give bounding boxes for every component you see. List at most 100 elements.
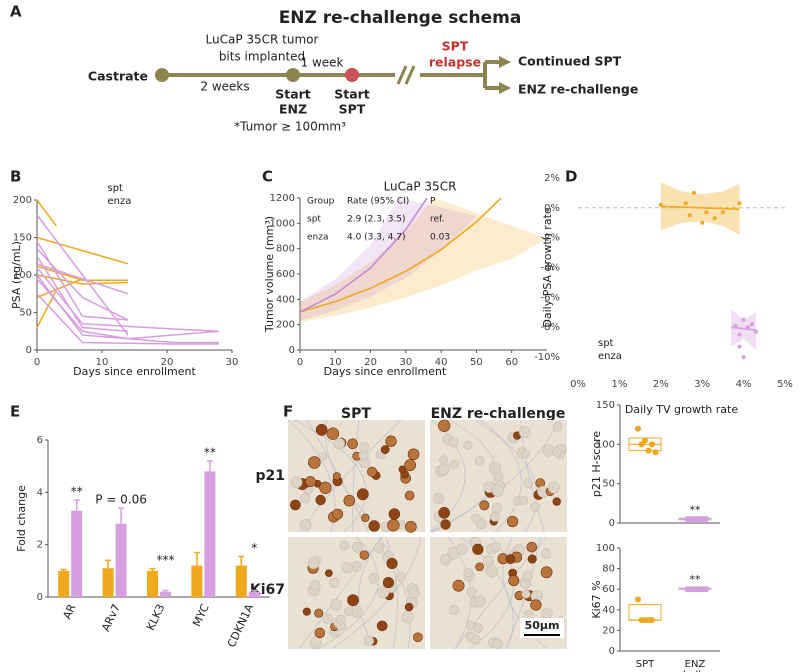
stroma bbox=[331, 536, 422, 650]
nucleus bbox=[482, 555, 495, 567]
data-point bbox=[704, 210, 709, 215]
nucleus bbox=[290, 476, 303, 489]
micrographs bbox=[287, 419, 567, 650]
nucleus bbox=[463, 440, 473, 450]
y-tick-label: 1200 bbox=[270, 193, 295, 204]
data-point bbox=[685, 516, 691, 522]
y-tick-label: 80 bbox=[602, 564, 615, 575]
x-axis-label: Days since enrollment bbox=[73, 365, 196, 378]
y-tick-label: 150 bbox=[596, 400, 615, 411]
nucleus bbox=[380, 445, 390, 454]
stroma bbox=[430, 419, 559, 533]
table-cell: enza bbox=[307, 233, 328, 243]
nucleus bbox=[351, 561, 362, 572]
y-tick-label: 0% bbox=[544, 203, 560, 214]
error-bar bbox=[238, 555, 245, 566]
data-point bbox=[635, 425, 641, 432]
nucleus bbox=[479, 500, 490, 511]
schema-label: ENZ bbox=[279, 102, 307, 117]
nucleus bbox=[368, 573, 379, 584]
nucleus bbox=[299, 519, 312, 531]
x-tick-label: 60 bbox=[505, 357, 518, 368]
nucleus bbox=[474, 455, 485, 466]
legend-entry: spt bbox=[108, 183, 124, 194]
data-point bbox=[658, 202, 663, 207]
significance: ** bbox=[71, 485, 83, 499]
data-line bbox=[36, 265, 128, 282]
data-line bbox=[36, 293, 219, 345]
legend-entry: enza bbox=[598, 351, 622, 362]
x-tick-label: ENZ bbox=[685, 659, 706, 670]
nucleus bbox=[373, 542, 385, 553]
nucleus bbox=[401, 611, 414, 624]
nucleus bbox=[471, 513, 481, 524]
error-bar bbox=[149, 567, 156, 571]
y-tick-label: 400 bbox=[276, 294, 295, 305]
schema-label: 2 weeks bbox=[200, 80, 249, 94]
data-point bbox=[652, 449, 659, 456]
stroma bbox=[352, 419, 360, 533]
column-header: SPT bbox=[341, 406, 371, 422]
data-point bbox=[733, 323, 738, 328]
x-tick-label: SPT bbox=[636, 659, 655, 670]
nucleus bbox=[343, 606, 354, 617]
growth-curve bbox=[300, 198, 428, 313]
nucleus bbox=[508, 575, 520, 587]
nucleus bbox=[404, 602, 414, 612]
nucleus bbox=[440, 519, 451, 530]
nucleus bbox=[332, 508, 344, 520]
data-line bbox=[36, 240, 129, 321]
data-point bbox=[688, 586, 695, 592]
data-point bbox=[702, 586, 709, 592]
data-line bbox=[36, 278, 220, 340]
y-tick-label: 1000 bbox=[270, 218, 295, 229]
nucleus bbox=[518, 426, 531, 439]
y-axis-label: p21 H-score bbox=[590, 431, 603, 498]
nucleus bbox=[506, 515, 519, 528]
nucleus bbox=[308, 456, 321, 469]
x-tick-label: 3% bbox=[694, 379, 710, 390]
data-point bbox=[692, 516, 698, 522]
nucleus bbox=[530, 599, 542, 611]
nucleus bbox=[541, 607, 553, 619]
bar bbox=[160, 591, 171, 597]
data-point bbox=[741, 317, 746, 322]
x-tick-label: 5% bbox=[777, 379, 793, 390]
data-point bbox=[691, 190, 696, 195]
y-tick-label: 50 bbox=[602, 479, 615, 490]
significance: ** bbox=[204, 445, 216, 459]
data-point bbox=[737, 201, 742, 206]
nucleus bbox=[466, 587, 477, 598]
error-bar bbox=[162, 589, 169, 592]
data-point bbox=[699, 516, 705, 522]
nucleus bbox=[440, 554, 452, 566]
x-tick-label: ARv7 bbox=[99, 602, 123, 633]
legend-entry: spt bbox=[598, 338, 614, 349]
timeline-node bbox=[345, 68, 359, 82]
nucleus bbox=[521, 589, 531, 599]
data-point bbox=[649, 441, 655, 448]
x-axis-label: Daily TV growth rate bbox=[625, 403, 738, 416]
x-tick-label: 0% bbox=[570, 379, 586, 390]
schema-footnote: *Tumor ≥ 100mm³ bbox=[234, 120, 346, 134]
nucleus bbox=[492, 638, 503, 649]
y-tick-label: 6 bbox=[37, 435, 43, 446]
table-cell: 4.0 (3.3, 4.7) bbox=[347, 233, 406, 243]
nucleus bbox=[385, 435, 397, 447]
bar bbox=[248, 591, 260, 597]
y-tick-label: 0 bbox=[289, 345, 295, 356]
nucleus bbox=[439, 455, 449, 465]
significance: P = 0.06 bbox=[95, 493, 147, 507]
panel-label: A bbox=[10, 3, 22, 21]
bar bbox=[191, 565, 203, 597]
nucleus bbox=[332, 472, 341, 481]
nucleus bbox=[548, 481, 560, 494]
y-tick-label: 600 bbox=[276, 269, 295, 280]
stroma bbox=[299, 419, 402, 533]
nucleus bbox=[376, 620, 388, 632]
nucleus bbox=[386, 557, 398, 570]
scale-bar-label: 50µm bbox=[525, 619, 560, 632]
table-cell: 0.03 bbox=[430, 233, 450, 243]
table-cell: 2.9 (2.3, 3.5) bbox=[347, 215, 406, 225]
panel-label: C bbox=[262, 168, 273, 186]
